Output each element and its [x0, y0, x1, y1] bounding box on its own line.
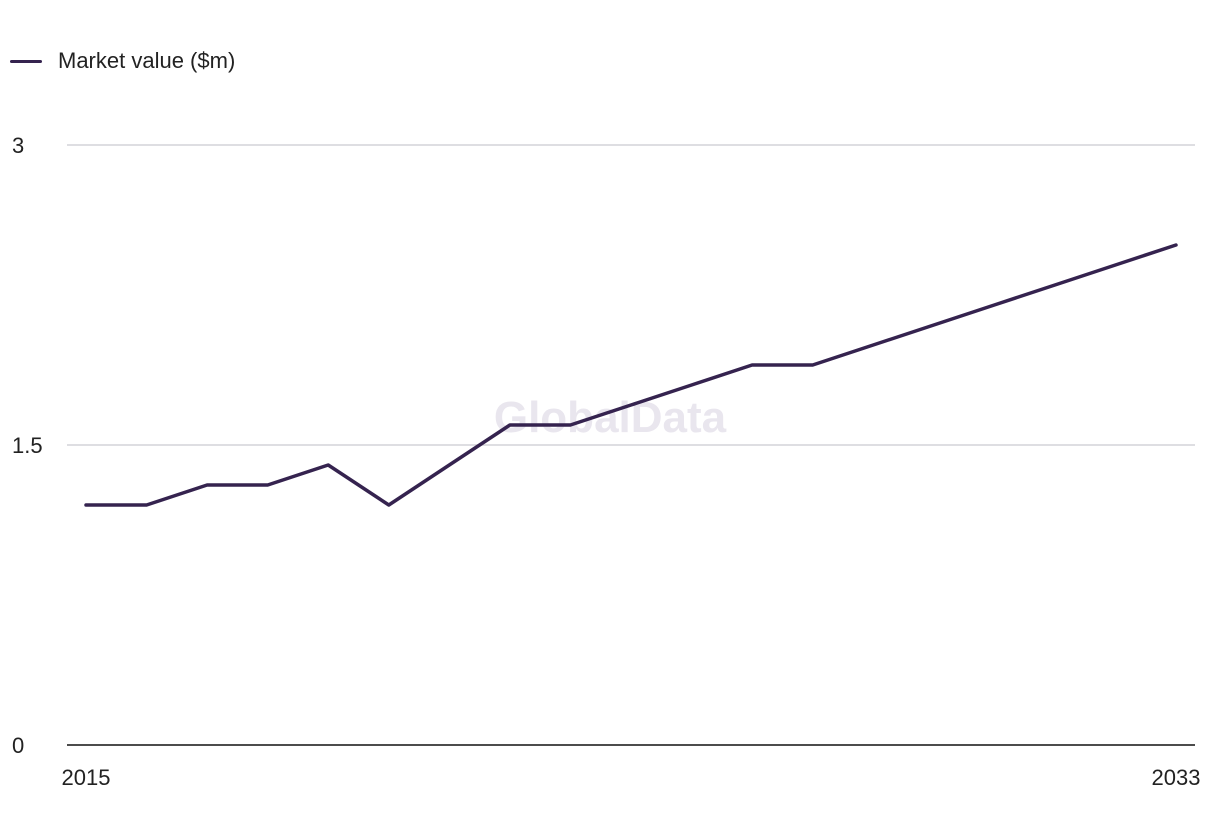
series-layer — [84, 243, 1178, 507]
data-point — [750, 363, 754, 367]
legend-swatch — [10, 59, 42, 63]
x-tick-label: 2033 — [1152, 765, 1201, 790]
data-point — [811, 363, 815, 367]
y-tick-label: 0 — [12, 733, 24, 758]
grid-lines — [67, 144, 1195, 446]
data-point — [1053, 283, 1057, 287]
data-point — [1174, 243, 1178, 247]
data-point — [932, 323, 936, 327]
data-point — [447, 463, 451, 467]
y-tick-label: 3 — [12, 133, 24, 158]
data-point — [145, 503, 149, 507]
x-tick-label: 2015 — [62, 765, 111, 790]
y-tick-label: 1.5 — [12, 433, 43, 458]
data-point — [266, 483, 270, 487]
data-point — [690, 383, 694, 387]
data-point — [205, 483, 209, 487]
legend-label: Market value ($m) — [58, 48, 236, 73]
data-point — [387, 503, 391, 507]
data-point — [326, 463, 330, 467]
data-point — [508, 423, 512, 427]
watermark-text: GlobalData — [494, 393, 727, 442]
x-axis-tick-labels: 2015 2033 — [62, 765, 1201, 790]
y-axis-tick-labels: 01.53 — [12, 133, 43, 758]
legend: Market value ($m) — [10, 46, 235, 76]
data-point — [629, 403, 633, 407]
data-point — [871, 343, 875, 347]
data-point — [992, 303, 996, 307]
series-line-0 — [84, 243, 1178, 507]
data-point — [568, 423, 572, 427]
data-point — [84, 503, 88, 507]
data-point — [1113, 263, 1117, 267]
